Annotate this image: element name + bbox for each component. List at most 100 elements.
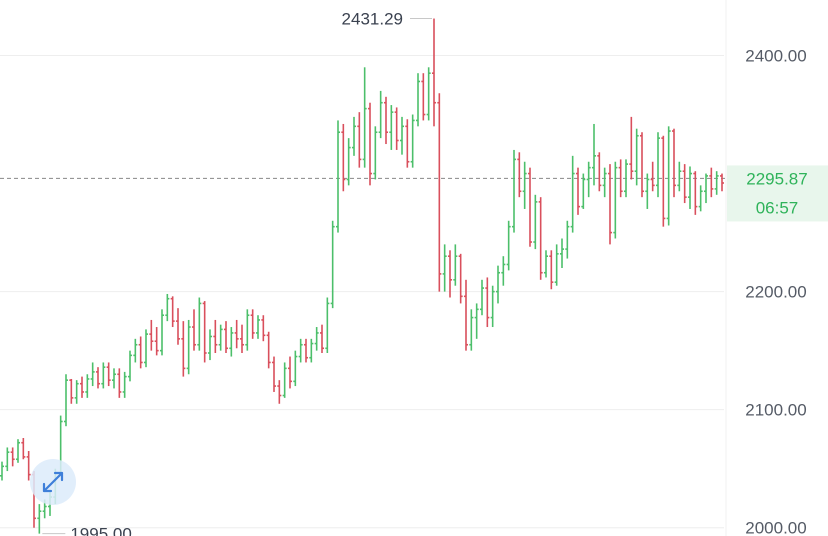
ohlc-bar xyxy=(261,315,266,342)
ohlc-bar xyxy=(112,368,116,389)
ohlc-bar xyxy=(224,321,228,354)
ohlc-bar xyxy=(149,319,154,351)
ohlc-bar xyxy=(602,167,607,198)
ohlc-bar xyxy=(213,319,218,354)
ohlc-bar xyxy=(309,338,314,363)
ohlc-bar xyxy=(298,338,303,363)
ohlc-bar xyxy=(581,173,586,209)
ohlc-bar xyxy=(384,96,388,145)
ohlc-bar xyxy=(192,309,196,351)
ohlc-bar xyxy=(570,155,575,233)
ohlc-bar xyxy=(0,461,4,481)
y-tick-label: 2000.00 xyxy=(745,519,806,536)
ohlc-bar xyxy=(256,315,260,339)
ohlc-bar xyxy=(480,279,484,316)
ohlc-bar xyxy=(394,107,399,150)
ohlc-bar xyxy=(37,504,42,534)
ohlc-bar xyxy=(277,380,282,404)
ohlc-bar xyxy=(560,238,564,268)
current-price-tag xyxy=(727,165,828,222)
ohlc-bar xyxy=(469,309,474,351)
ohlc-bar xyxy=(266,331,271,369)
ohlc-bar xyxy=(128,350,132,382)
ohlc-bar xyxy=(208,329,212,361)
ohlc-bar xyxy=(677,161,682,192)
ohlc-bar xyxy=(704,173,708,204)
ohlc-bar xyxy=(304,338,308,363)
ohlc-bar xyxy=(410,114,415,168)
ohlc-bar xyxy=(202,301,207,363)
ohlc-bar xyxy=(133,338,138,363)
y-tick-label: 2100.00 xyxy=(745,401,806,420)
expand-button[interactable] xyxy=(30,459,76,505)
ohlc-bar xyxy=(10,447,15,467)
ohlc-bar xyxy=(368,102,372,186)
ohlc-bar xyxy=(464,279,468,351)
ohlc-bar xyxy=(314,327,319,351)
ohlc-bar xyxy=(69,378,74,404)
ohlc-bar xyxy=(485,277,490,328)
ohlc-bar xyxy=(197,297,202,351)
candle-countdown: 06:57 xyxy=(756,198,799,217)
ohlc-bar xyxy=(352,116,356,156)
ohlc-bar xyxy=(474,303,479,339)
ohlc-bar xyxy=(362,67,367,168)
y-axis: 2400.00 2200.00 2100.00 2000.00 xyxy=(745,46,806,536)
ohlc-bar xyxy=(378,90,383,139)
ohlc-bar xyxy=(688,166,692,209)
ohlc-bar xyxy=(138,336,143,369)
ohlc-bar xyxy=(122,371,127,398)
ohlc-bar xyxy=(181,321,186,377)
ohlc-bar xyxy=(106,362,111,387)
ohlc-bar xyxy=(144,329,148,368)
ohlc-bar xyxy=(613,161,618,239)
ohlc-bar xyxy=(437,93,442,292)
ohlc-bar xyxy=(549,250,554,290)
ohlc-bar xyxy=(661,135,666,227)
ohlc-bar xyxy=(74,380,79,404)
ohlc-bar xyxy=(357,112,362,168)
ohlc-bar xyxy=(634,128,639,186)
ohlc-bar xyxy=(528,167,532,247)
ohlc-bar xyxy=(656,132,660,198)
ohlc-bar xyxy=(26,450,31,481)
ohlc-bar xyxy=(458,253,463,304)
ohlc-bar xyxy=(218,324,223,351)
low-price-label: 1995.00 xyxy=(70,525,131,536)
ohlc-bar xyxy=(517,152,522,198)
ohlc-bar xyxy=(160,309,164,356)
ohlc-bar xyxy=(320,324,324,354)
ohlc-bar xyxy=(496,265,500,304)
ohlc-bar xyxy=(586,161,591,198)
expand-arrows-icon xyxy=(42,471,64,493)
ohlc-bar xyxy=(640,132,644,198)
ohlc-bar xyxy=(389,105,394,150)
ohlc-bar xyxy=(453,244,458,286)
ohlc-bar xyxy=(96,367,100,389)
ohlc-bar xyxy=(624,159,628,198)
ohlc-bar xyxy=(234,319,239,349)
ohlc-bar xyxy=(85,374,90,398)
ohlc-bar xyxy=(714,171,719,195)
ohlc-bar xyxy=(64,374,68,427)
ohlc-bar xyxy=(80,376,84,398)
ohlc-bar xyxy=(288,356,292,389)
ohlc-bar xyxy=(101,362,106,389)
y-tick-label: 2200.00 xyxy=(745,283,806,302)
ohlc-bar xyxy=(21,438,26,460)
ohlc-bar xyxy=(442,244,447,292)
ohlc-bar xyxy=(293,350,298,387)
ohlc-bar xyxy=(346,138,351,186)
ohlc-bar xyxy=(592,123,596,186)
ohlc-bar xyxy=(709,167,714,198)
ohlc-bar xyxy=(170,296,175,328)
ohlc-bar xyxy=(512,149,516,233)
ohlc-bar xyxy=(666,126,671,226)
ohlc-bar xyxy=(650,161,655,192)
ohlc-bar xyxy=(154,327,159,356)
ohlc-bar xyxy=(672,128,676,198)
ohlc-bar xyxy=(608,164,612,245)
ohlc-bar xyxy=(90,362,95,387)
ohlc-bar xyxy=(16,439,20,463)
